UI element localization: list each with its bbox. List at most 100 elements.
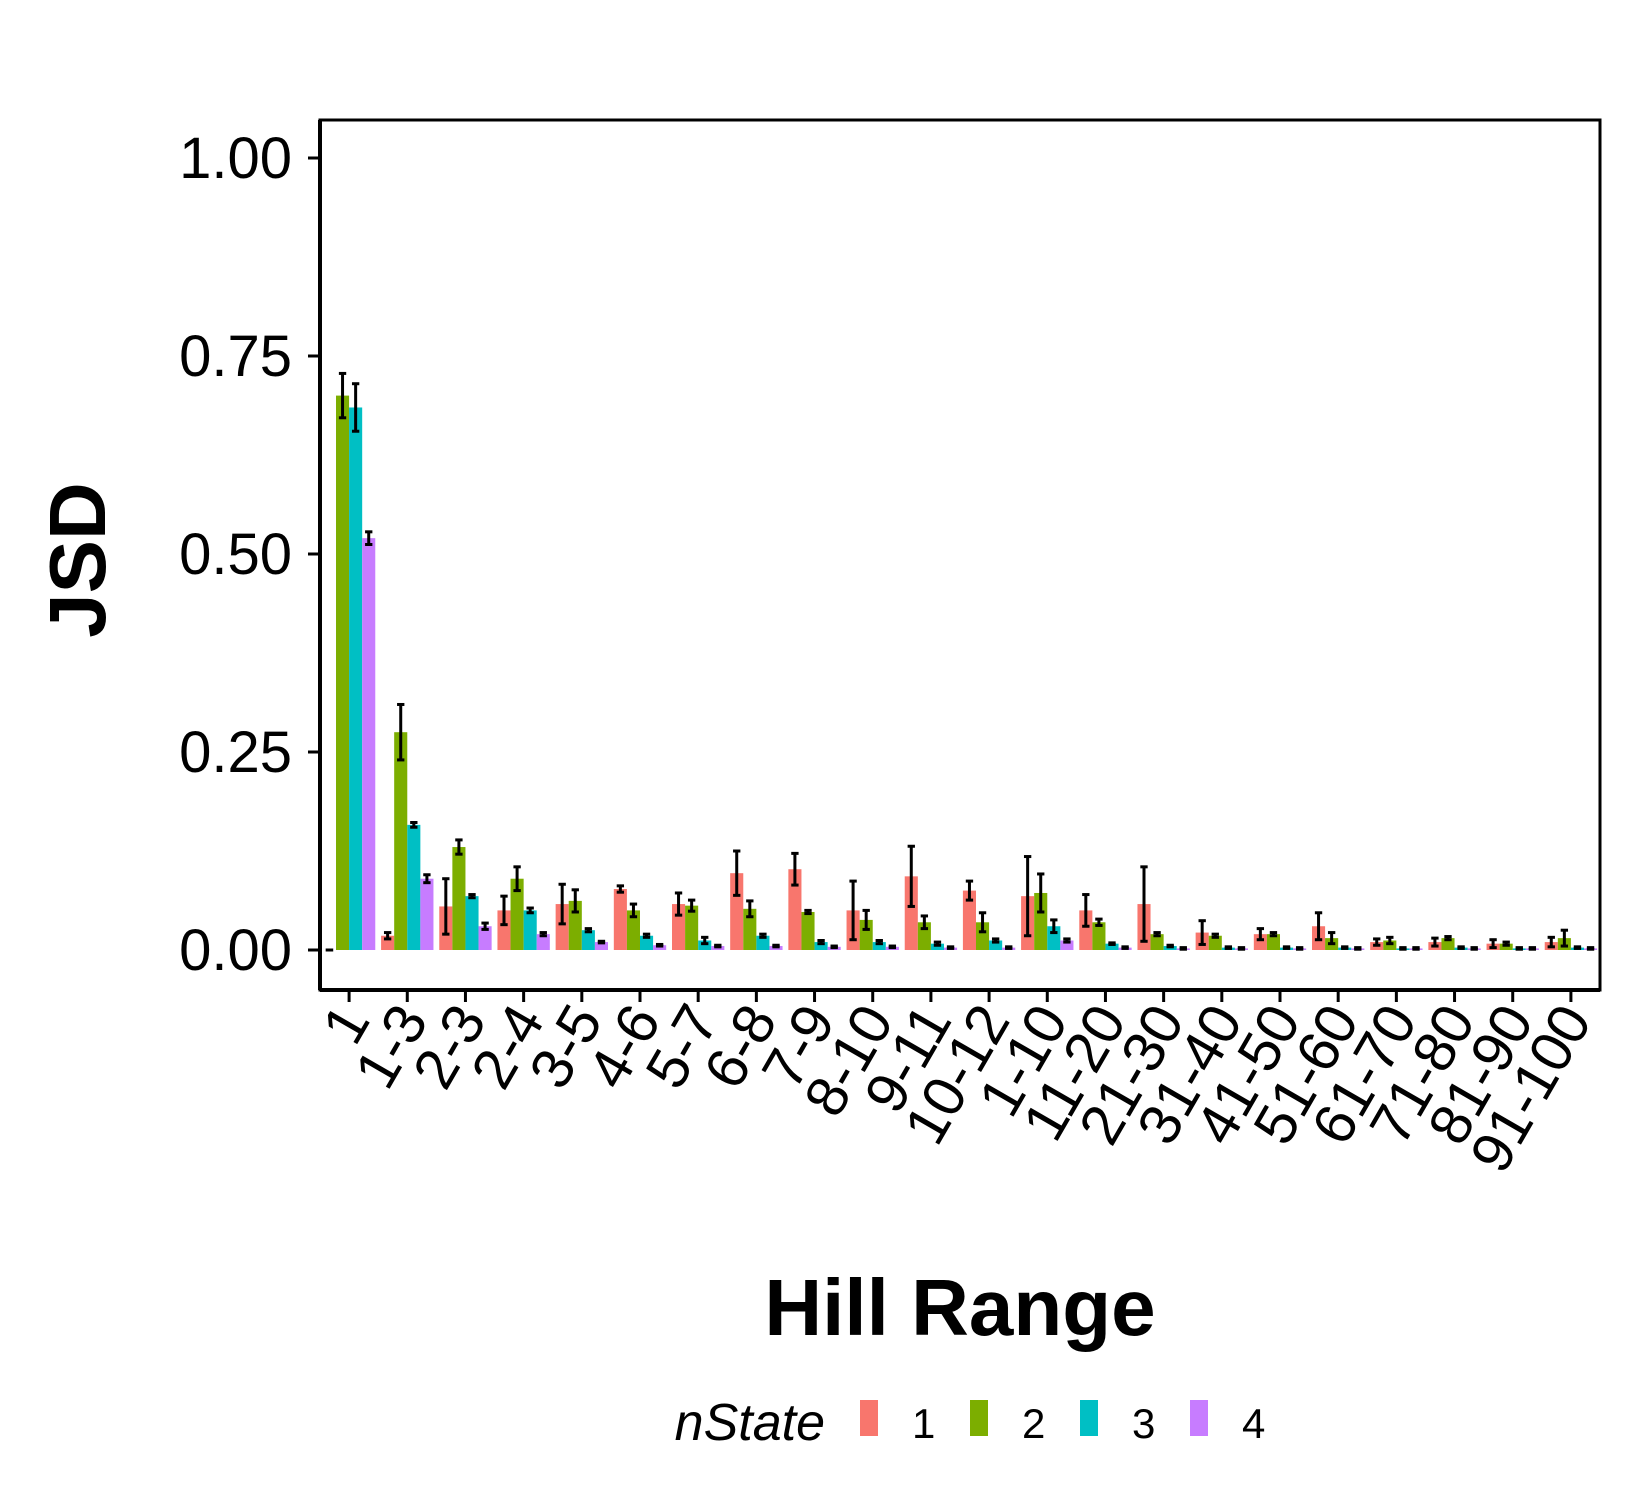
bar-5-7-nstate-3 [698,940,712,950]
error-bar-9-11-nstate-3 [933,940,942,947]
bar-1-3-nstate-4 [420,878,434,950]
error-bar-7-9-nstate-4 [830,944,838,950]
bar-61-70-nstate-2 [1383,940,1397,950]
bar-2-4-nstate-4 [536,934,550,950]
bar-6-8-nstate-3 [756,935,770,950]
error-bar-6-8-nstate-1 [733,849,741,897]
bar-2-4-nstate-1 [497,910,511,950]
error-bar-8-10-nstate-3 [875,938,883,946]
error-bar-41-50-nstate-1 [1256,927,1265,942]
bar-7-9-nstate-2 [801,911,815,950]
axes: 0.000.250.500.751.0011-32-32-43-54-65-76… [179,118,1604,1183]
bar-21-30-nstate-2 [1150,934,1164,950]
bar-2-4-nstate-3 [523,910,537,950]
bar-1-3-nstate-2 [394,732,408,950]
error-bar-11-20-nstate-1 [1082,893,1090,928]
error-bar-1-10-nstate-3 [1050,918,1058,935]
error-bar-5-7-nstate-3 [701,935,709,946]
error-bar-11-20-nstate-3 [1108,941,1116,946]
error-bar-31-40-nstate-3 [1224,945,1233,950]
bar-3-5-nstate-4 [594,942,608,950]
error-bar-91-100-nstate-2 [1560,928,1569,948]
legend-swatch [860,1400,878,1436]
bar-31-40-nstate-2 [1208,935,1222,950]
y-tick-label: 0.50 [179,522,292,587]
legend-title: nState [675,1394,825,1452]
legend: nState 1 2 3 4 [675,1394,1266,1452]
error-bar-8-10-nstate-1 [849,879,857,942]
bar-8-10-nstate-2 [859,919,873,950]
legend-label: 4 [1242,1400,1265,1447]
bar-7-9-nstate-3 [814,942,828,950]
bar-1-nstate-4 [362,538,376,950]
bar-1-3-nstate-3 [407,824,421,950]
y-tick-label: 0.75 [179,324,292,389]
bar-41-50-nstate-1 [1253,934,1267,950]
error-bar-4-6-nstate-3 [642,932,651,939]
error-bar-5-7-nstate-1 [674,891,683,917]
bar-4-6-nstate-1 [613,889,627,950]
error-bar-61-70-nstate-4 [1412,946,1420,951]
error-bar-71-80-nstate-2 [1444,935,1452,942]
bar-4-6-nstate-3 [640,935,654,950]
error-bar-41-50-nstate-3 [1282,945,1291,950]
error-bar-61-70-nstate-3 [1399,946,1407,951]
bar-4-6-nstate-2 [626,910,640,950]
panel-border [318,118,1602,992]
error-bar-10-12-nstate-4 [1005,945,1013,950]
error-bar-4-6-nstate-4 [655,942,664,948]
bar-10-12-nstate-2 [976,922,990,950]
error-bar-1-3-nstate-4 [423,873,431,885]
error-bar-21-30-nstate-3 [1166,943,1174,949]
error-bar-3-5-nstate-3 [584,927,593,934]
bar-11-20-nstate-1 [1079,910,1093,950]
legend-item-nstate-4: 4 [1190,1400,1265,1447]
legend-label: 3 [1132,1400,1155,1447]
bar-9-11-nstate-3 [930,943,944,950]
error-bar-7-9-nstate-2 [804,908,812,916]
bar-10-12-nstate-1 [962,890,976,950]
error-bar-91-100-nstate-4 [1586,946,1595,951]
bar-41-50-nstate-2 [1266,934,1280,950]
error-bar-81-90-nstate-3 [1515,946,1523,951]
error-bar-41-50-nstate-2 [1269,931,1278,938]
error-bar-5-7-nstate-2 [687,898,696,913]
error-bar-91-100-nstate-1 [1547,935,1555,949]
bar-2-3-nstate-4 [478,926,492,950]
error-bar-2-4-nstate-4 [539,931,547,938]
error-bar-1-nstate-3 [351,382,360,433]
error-bar-2-3-nstate-2 [455,838,463,856]
error-bar-10-12-nstate-1 [965,879,974,902]
error-bar-4-6-nstate-2 [629,902,638,919]
y-axis-title: JSD [33,482,122,638]
bar-81-90-nstate-2 [1499,943,1513,950]
error-bar-3-5-nstate-1 [558,882,566,926]
error-bar-1-nstate-4 [365,530,373,546]
error-bar-2-3-nstate-4 [481,921,489,931]
error-bar-4-6-nstate-1 [616,884,625,894]
legend-swatch [1080,1400,1098,1436]
error-bar-2-3-nstate-1 [442,877,450,936]
error-bar-2-3-nstate-3 [468,893,476,900]
error-bar-6-8-nstate-3 [759,932,767,939]
error-bar-1-10-nstate-4 [1063,937,1071,944]
error-bar-8-10-nstate-2 [862,908,870,931]
legend-label: 1 [912,1400,935,1447]
error-bar-81-90-nstate-2 [1502,940,1510,947]
error-bar-61-70-nstate-2 [1386,935,1394,946]
bar-11-20-nstate-3 [1105,943,1119,950]
error-bar-91-100-nstate-3 [1573,945,1582,950]
bar-3-5-nstate-1 [555,904,569,950]
legend-item-nstate-3: 3 [1080,1400,1155,1447]
error-bar-11-20-nstate-2 [1095,917,1103,927]
error-bar-21-30-nstate-2 [1153,931,1161,938]
error-bar-6-8-nstate-2 [746,899,754,919]
error-bar-3-5-nstate-2 [571,888,579,914]
bar-2-4-nstate-2 [510,878,524,950]
error-bar-5-7-nstate-4 [714,943,722,949]
bar-9-11-nstate-1 [904,876,918,950]
bar-7-9-nstate-1 [788,869,802,950]
bar-1-10-nstate-4 [1060,940,1074,950]
error-bar-9-11-nstate-4 [946,945,955,950]
